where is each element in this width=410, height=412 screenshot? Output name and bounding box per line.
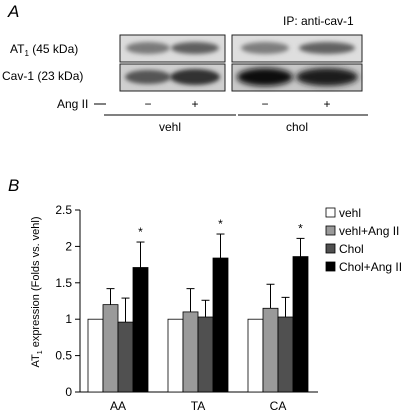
lane-sign-1: −	[144, 97, 151, 111]
blot-row-label-at1-rest: (45 kDa)	[29, 42, 78, 56]
blot-cav1-chol	[231, 63, 363, 92]
bar-ta-3	[212, 257, 229, 393]
legend-label-0: vehl	[339, 206, 361, 220]
bar-aa-3	[132, 267, 149, 393]
bar-ta-2	[197, 316, 214, 393]
y-axis-label-sub: 1	[37, 350, 44, 354]
band-at1-chol-minus	[241, 42, 289, 54]
treatment-label: Ang II	[57, 97, 88, 111]
lane-sign-2: +	[191, 97, 198, 111]
y-tick-label-5: 2.5	[55, 203, 72, 217]
category-label-ca: CA	[270, 399, 287, 412]
significance-marker-ca: *	[298, 221, 303, 235]
blot-row-label-at1-sub: 1	[24, 49, 29, 58]
band-at1-vehl-plus	[171, 42, 219, 54]
y-axis-label-rest: expression (Folds vs. vehl)	[30, 216, 42, 350]
blot-row-label-cav1: Cav-1 (23 kDa)	[2, 69, 83, 83]
chart-area: 0 0.5 1 1.5 2 2.5 * AA * TA * CA	[55, 203, 318, 412]
significance-marker-ta: *	[218, 217, 223, 231]
y-axis-label: AT1 expression (Folds vs. vehl)	[30, 216, 44, 367]
bar-ca-3	[292, 256, 309, 393]
group-label-vehl: vehl	[159, 120, 181, 134]
bar-ca-0	[247, 318, 264, 393]
panel-a: A IP: anti-cav-1 AT1 (45 kDa) Cav-1 (23 …	[2, 2, 368, 134]
legend-swatch-2	[325, 243, 336, 254]
ip-label: IP: anti-cav-1	[283, 14, 354, 28]
group-label-chol: chol	[286, 120, 308, 134]
legend: vehl vehl+Ang II Chol Chol+Ang II	[325, 206, 402, 274]
band-cav1-vehl-plus	[170, 69, 220, 85]
bar-aa-1	[102, 304, 119, 393]
lane-sign-3: −	[261, 97, 268, 111]
bar-aa-2	[117, 321, 134, 393]
legend-label-3: Chol+Ang II	[339, 260, 402, 274]
bar-ca-1	[262, 307, 279, 393]
category-label-ta: TA	[191, 399, 205, 412]
lane-sign-4: +	[323, 97, 330, 111]
blot-at1-vehl	[119, 34, 226, 63]
legend-label-1: vehl+Ang II	[339, 224, 399, 238]
legend-swatch-1	[325, 225, 336, 236]
bar-aa-0	[87, 318, 104, 393]
y-tick-label-1: 0.5	[55, 349, 72, 363]
band-cav1-vehl-minus	[125, 70, 171, 84]
band-at1-chol-plus	[299, 42, 355, 54]
panel-a-label: A	[7, 2, 19, 21]
band-cav1-chol-plus	[296, 68, 358, 86]
panel-b: B AT1 expression (Folds vs. vehl) 00.511…	[8, 176, 402, 412]
y-tick-label-4: 2	[65, 239, 72, 253]
y-axis-label-main: AT	[30, 354, 42, 368]
y-tick-label-3: 1.5	[55, 276, 72, 290]
y-tick-label-2: 1	[65, 312, 72, 326]
legend-swatch-0	[325, 207, 336, 218]
legend-label-2: Chol	[339, 242, 364, 256]
panel-b-label: B	[8, 176, 19, 195]
category-label-aa: AA	[110, 399, 126, 412]
blot-row-label-at1: AT1 (45 kDa)	[10, 42, 78, 58]
bar-ta-1	[182, 311, 199, 393]
significance-marker-aa: *	[138, 225, 143, 239]
blot-cav1-vehl	[119, 63, 226, 92]
y-tick-label-0: 0	[65, 385, 72, 399]
blot-at1-chol	[231, 34, 363, 63]
bar-ca-2	[277, 316, 294, 393]
band-at1-vehl-minus	[126, 42, 170, 54]
blot-row-label-at1-main: AT	[10, 42, 25, 56]
legend-swatch-3	[325, 261, 336, 272]
bar-ta-0	[167, 318, 184, 393]
band-cav1-chol-minus	[237, 68, 293, 86]
